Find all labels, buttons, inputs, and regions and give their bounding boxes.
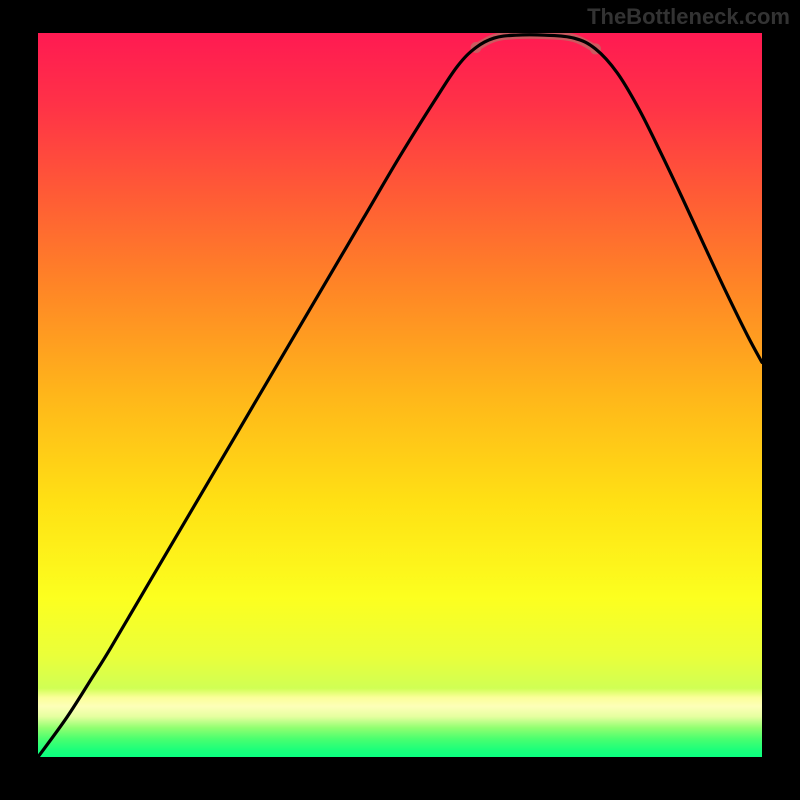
main-curve (38, 35, 762, 757)
watermark-text: TheBottleneck.com (587, 4, 790, 30)
chart-curve-layer (38, 33, 762, 757)
chart-plot-area (38, 33, 762, 757)
